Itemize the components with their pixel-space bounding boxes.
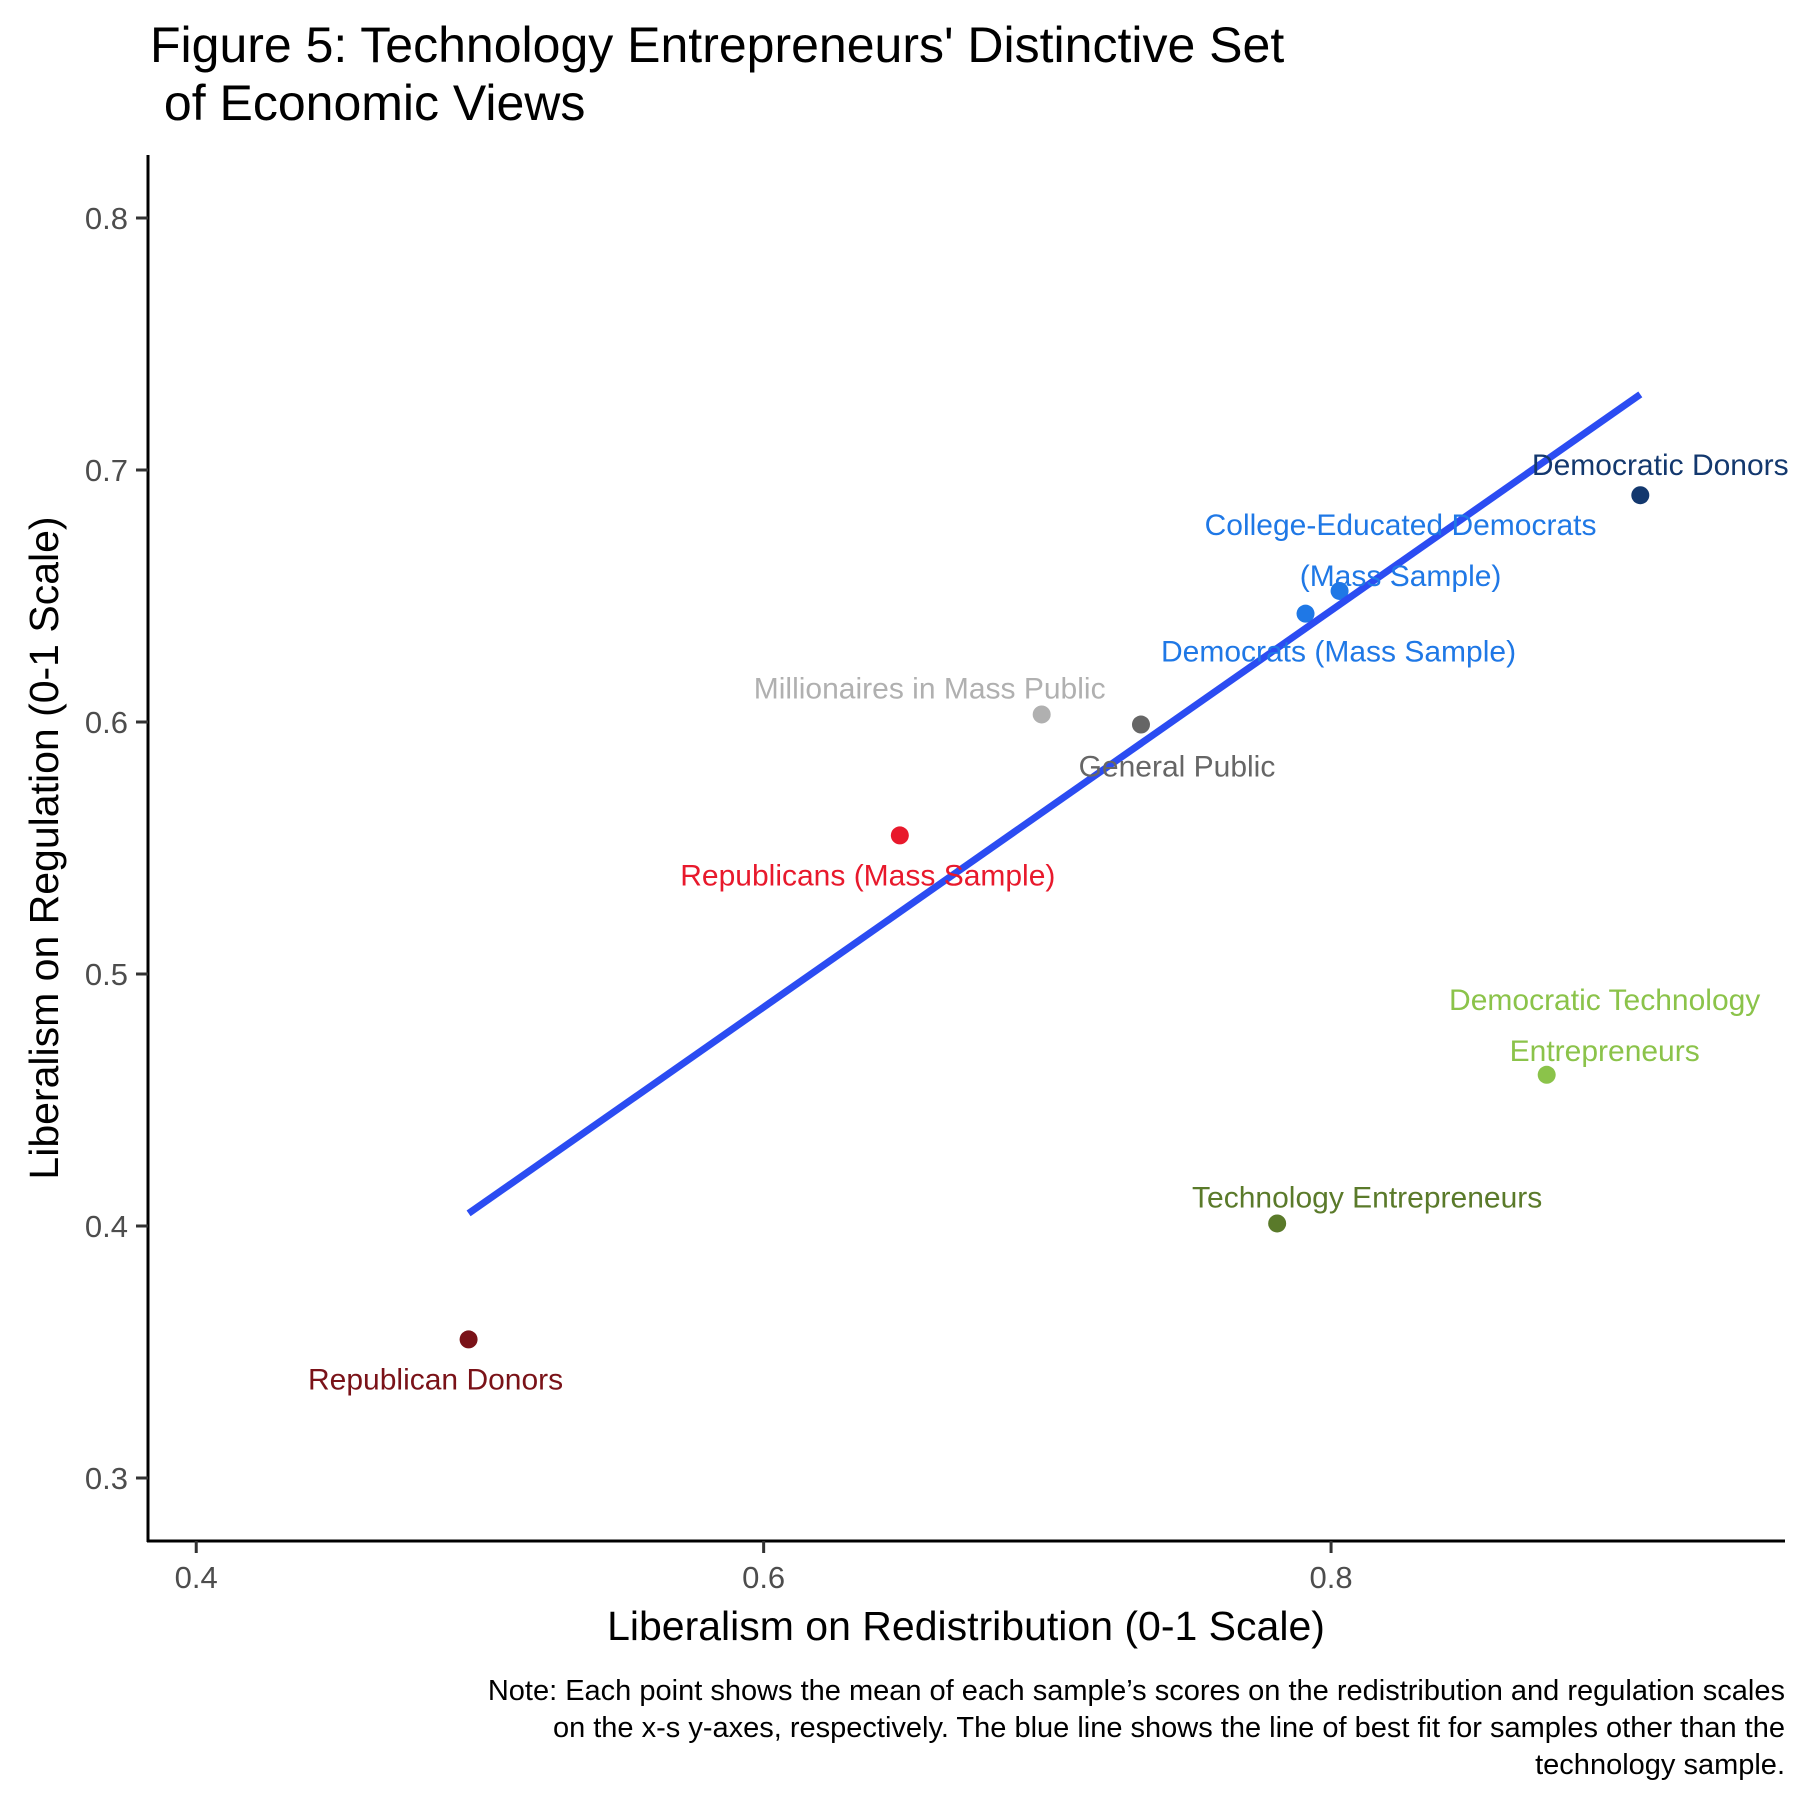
point-label: General Public (1079, 751, 1276, 784)
point-label: Millionaires in Mass Public (754, 672, 1106, 705)
x-tick-label: 0.6 (742, 1560, 785, 1595)
point-label: Technology Entrepreneurs (1192, 1181, 1542, 1214)
x-tick-label: 0.4 (175, 1560, 218, 1595)
chart-title-line-1: Figure 5: Technology Entrepreneurs' Dist… (150, 17, 1284, 73)
y-tick-label: 0.4 (85, 1209, 128, 1244)
data-point (891, 826, 909, 844)
y-axis-title: Liberalism on Regulation (0-1 Scale) (21, 516, 67, 1179)
note-line-2: on the x-s y-axes, respectively. The blu… (553, 1712, 1785, 1744)
plot-area: Democratic Donors College-Educated Democr… (308, 394, 1789, 1396)
point-label: Republicans (Mass Sample) (680, 859, 1055, 892)
data-point (1631, 486, 1649, 504)
note-line-1: Note: Each point shows the mean of each … (488, 1675, 1785, 1707)
y-tick-label: 0.7 (85, 453, 128, 488)
point-label: Democratic Donors (1532, 449, 1789, 482)
y-tick-label: 0.3 (85, 1461, 128, 1496)
point-label: Democrats (Mass Sample) (1161, 636, 1516, 669)
note-line-3: technology sample. (1535, 1749, 1785, 1781)
data-point (460, 1330, 478, 1348)
point-label: College-Educated Democrats (Mass Sample) (1205, 509, 1597, 593)
x-axis-title: Liberalism on Redistribution (0-1 Scale) (607, 1603, 1325, 1649)
data-point (1538, 1066, 1556, 1084)
point-label: Republican Donors (308, 1363, 563, 1396)
data-point (1268, 1214, 1286, 1232)
data-point (1132, 716, 1150, 734)
data-point (1033, 705, 1051, 723)
y-tick-label: 0.8 (85, 201, 128, 236)
y-tick-label: 0.5 (85, 957, 128, 992)
chart-title-line-2: of Economic Views (150, 75, 585, 131)
chart-note: Note: Each point shows the mean of each … (488, 1675, 1785, 1781)
x-tick-label: 0.8 (1310, 1560, 1353, 1595)
point-label: Democratic Technology Entrepreneurs (1449, 984, 1760, 1068)
axis-ticks: 0.4 0.6 0.8 0.3 0.4 0.5 0.6 0.7 0.8 (85, 201, 1353, 1595)
axes (147, 155, 1785, 1542)
y-tick-label: 0.6 (85, 705, 128, 740)
